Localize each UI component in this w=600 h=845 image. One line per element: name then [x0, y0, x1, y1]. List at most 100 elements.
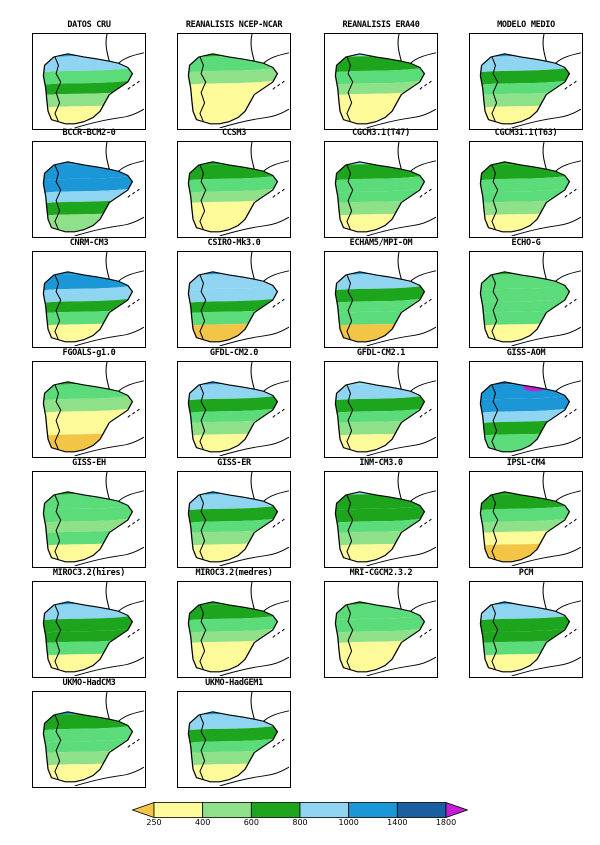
- island: [564, 304, 568, 308]
- africa-coastline: [74, 436, 144, 456]
- precipitation-map: [177, 251, 291, 348]
- island: [569, 631, 573, 635]
- precipitation-band: [480, 601, 570, 608]
- island: [132, 521, 136, 525]
- france-coastline: [397, 142, 436, 172]
- island: [564, 194, 568, 198]
- france-coastline: [105, 252, 144, 282]
- island: [419, 304, 423, 308]
- precipitation-map: [324, 33, 438, 130]
- precipitation-band: [335, 511, 425, 535]
- coastline: [187, 271, 279, 343]
- country-border: [199, 714, 207, 780]
- precipitation-band: [480, 401, 570, 425]
- country-border: [54, 164, 62, 230]
- colorbar-tick-label: 1400: [387, 818, 408, 827]
- island: [136, 738, 140, 742]
- island: [419, 194, 423, 198]
- island: [136, 518, 140, 522]
- colorbar-tick-label: 600: [243, 818, 259, 827]
- africa-coastline: [219, 108, 289, 128]
- country-border: [491, 604, 499, 670]
- precipitation-band: [188, 53, 278, 60]
- coastline: [479, 161, 571, 233]
- island: [132, 741, 136, 745]
- colorbar-segment: [202, 802, 252, 818]
- island: [573, 408, 577, 412]
- africa-coastline: [511, 546, 581, 566]
- colorbar-tick-label: 1800: [435, 818, 457, 827]
- africa-coastline: [511, 326, 581, 346]
- country-border: [199, 384, 207, 450]
- africa-coastline: [74, 108, 144, 128]
- island: [127, 86, 131, 90]
- precipitation-map: [32, 471, 146, 568]
- country-border: [199, 604, 207, 670]
- map-panel: ECHAM5/MPI-OM: [322, 238, 440, 348]
- map-panel: IPSL-CM4: [467, 458, 585, 568]
- map-panel-title: IPSL-CM4: [506, 458, 546, 468]
- island: [277, 741, 281, 745]
- coastline: [479, 601, 571, 673]
- france-coastline: [397, 582, 436, 612]
- colorbar-segment: [153, 802, 204, 818]
- map-panel-title: FGOALS-g1.0: [62, 348, 116, 358]
- france-coastline: [542, 362, 581, 392]
- precipitation-band: [335, 73, 425, 97]
- island: [573, 518, 577, 522]
- precipitation-band: [335, 53, 425, 60]
- africa-coastline: [511, 108, 581, 128]
- map-panel: FGOALS-g1.0: [30, 348, 148, 458]
- africa-coastline: [74, 766, 144, 786]
- africa-coastline: [74, 546, 144, 566]
- precipitation-band: [188, 731, 278, 755]
- country-border: [346, 494, 354, 560]
- island: [424, 191, 428, 195]
- coastline: [187, 491, 279, 563]
- country-border: [346, 274, 354, 340]
- country-border: [54, 56, 62, 122]
- island: [424, 83, 428, 87]
- precipitation-band: [188, 381, 278, 388]
- island: [272, 194, 276, 198]
- coastline: [334, 601, 426, 673]
- france-coastline: [542, 252, 581, 282]
- map-panel-title: CNRM-CM3: [69, 238, 109, 248]
- island: [569, 521, 573, 525]
- island: [127, 194, 131, 198]
- precipitation-band: [188, 401, 278, 425]
- island: [136, 298, 140, 302]
- map-panel-title: GFDL-CM2.1: [356, 348, 406, 358]
- island: [569, 191, 573, 195]
- africa-coastline: [366, 108, 436, 128]
- africa-coastline: [219, 216, 289, 236]
- coastline: [334, 161, 426, 233]
- coastline: [42, 53, 134, 125]
- colorbar-segment: [250, 802, 301, 818]
- map-panel: MIROC3.2(hires): [30, 568, 148, 678]
- country-border: [199, 494, 207, 560]
- coastline: [42, 601, 134, 673]
- precipitation-map: [469, 471, 583, 568]
- island: [428, 80, 432, 84]
- precipitation-band: [188, 181, 278, 205]
- map-panel: GISS-EH: [30, 458, 148, 568]
- france-coastline: [397, 34, 436, 64]
- map-panel-title: CGCM31.1(T63): [494, 128, 558, 138]
- island: [136, 80, 140, 84]
- map-panel-title: MRI-CGCM2.3.2: [349, 568, 413, 578]
- map-panel: GFDL-CM2.0: [175, 348, 293, 458]
- precipitation-band: [480, 621, 570, 645]
- france-coastline: [250, 252, 289, 282]
- africa-coastline: [219, 326, 289, 346]
- island: [573, 628, 577, 632]
- africa-coastline: [366, 326, 436, 346]
- map-panel: PCM: [467, 568, 585, 678]
- country-border: [346, 604, 354, 670]
- africa-coastline: [219, 546, 289, 566]
- map-panel-title: PCM: [518, 568, 534, 578]
- map-panel: BCCR-BCM2-0: [30, 128, 148, 238]
- precipitation-map: [177, 691, 291, 788]
- coastline: [479, 271, 571, 343]
- map-panel-title: ECHO-G: [511, 238, 541, 248]
